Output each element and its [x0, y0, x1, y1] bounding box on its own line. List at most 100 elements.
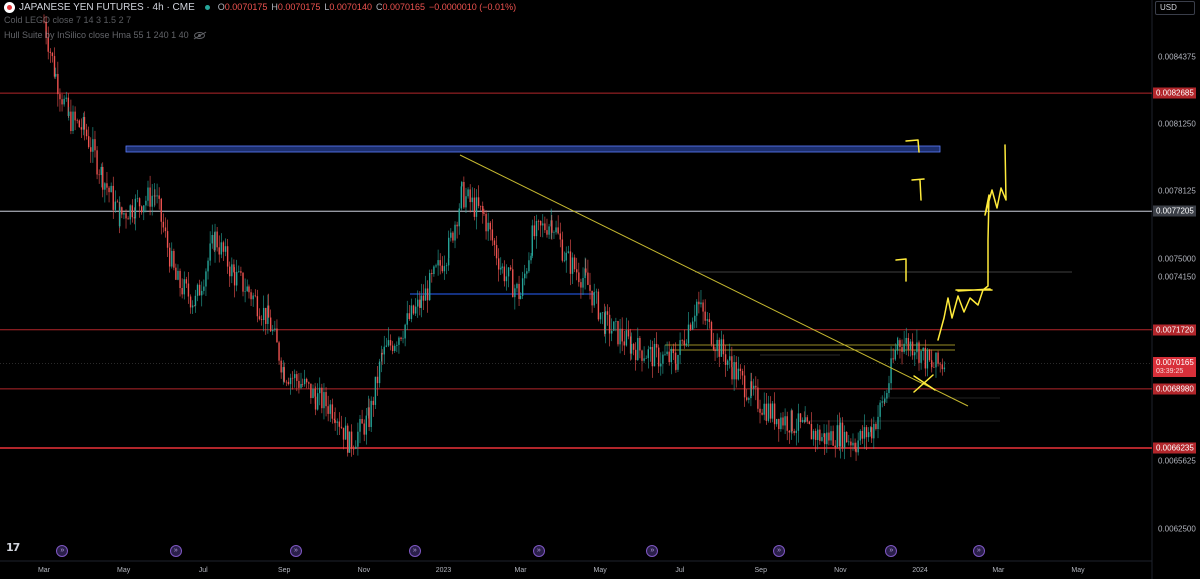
candle-body — [834, 445, 836, 448]
candle-body — [810, 423, 813, 440]
candle-body — [439, 260, 441, 266]
indicator-legend-hull[interactable]: Hull Suite by InSilico close Hma 55 1 24… — [4, 28, 205, 42]
economic-event-icon[interactable] — [773, 545, 786, 557]
candle-body — [537, 220, 540, 222]
symbol-legend[interactable]: JAPANESE YEN FUTURES · 4h · CME O 0.00701… — [4, 0, 520, 14]
ohlc-low-value: 0.0070140 — [329, 2, 372, 12]
candle-body — [477, 197, 480, 206]
candle-body — [92, 139, 94, 152]
candle-body — [72, 111, 74, 132]
candle-body — [854, 442, 856, 449]
candle-body — [755, 385, 757, 388]
candle-body — [129, 205, 131, 220]
price-level-badge: 0.0068980 — [1153, 383, 1196, 395]
price-candles — [43, 14, 946, 461]
candle-body — [300, 384, 302, 388]
candle-body — [894, 349, 896, 360]
candle-body — [338, 421, 341, 427]
candle-body — [521, 278, 524, 296]
candle-body — [685, 343, 688, 346]
candle-body — [903, 343, 905, 352]
candle-body — [254, 295, 256, 297]
candle-body — [873, 423, 875, 439]
resistance-zone[interactable] — [125, 145, 941, 153]
ohlc-close-value: 0.0070165 — [382, 2, 425, 12]
candle-body — [830, 431, 832, 441]
price-tick-label: 0.0065625 — [1158, 456, 1196, 466]
trendline-descending[interactable] — [459, 154, 969, 407]
candle-body — [559, 233, 561, 240]
price-level-badge: 0.0077205 — [1153, 205, 1196, 217]
symbol-title[interactable]: JAPANESE YEN FUTURES · 4h · CME — [19, 1, 195, 13]
candle-body — [412, 305, 415, 314]
candle-body — [100, 166, 102, 176]
indicator-legend-lego[interactable]: Cold LEGO close 7 14 3 1.5 2 7 — [4, 13, 131, 27]
candle-body — [585, 268, 587, 273]
candle-body — [565, 252, 567, 261]
candle-body — [158, 195, 160, 199]
candle-body — [767, 403, 770, 421]
candle-body — [708, 319, 711, 322]
economic-event-icon[interactable] — [169, 545, 182, 557]
candle-body — [591, 290, 593, 306]
candle-body — [528, 260, 530, 272]
candle-body — [342, 427, 345, 440]
candle-body — [674, 353, 677, 364]
time-tick-label: Jul — [675, 567, 685, 574]
price-level-badge: 0.0071720 — [1153, 324, 1196, 336]
currency-select[interactable]: USD — [1155, 1, 1195, 15]
candle-body — [729, 356, 731, 361]
ohlc-high-label: H — [271, 2, 278, 12]
candle-body — [546, 230, 548, 235]
economic-event-icon[interactable] — [885, 545, 898, 557]
candle-body — [746, 397, 748, 400]
candle-body — [726, 360, 729, 365]
candle-body — [941, 364, 943, 370]
candle-body — [485, 213, 487, 232]
candle-body — [256, 296, 259, 317]
economic-event-icon[interactable] — [972, 545, 985, 557]
time-tick-label: Sep — [277, 567, 291, 574]
candle-body — [670, 348, 672, 363]
price-level-badge: 0.0066235 — [1153, 442, 1196, 454]
candle-body — [615, 321, 617, 322]
candle-body — [45, 21, 47, 38]
candle-body — [269, 317, 272, 332]
economic-event-icon[interactable] — [532, 545, 545, 557]
candle-body — [108, 187, 110, 193]
eye-hidden-icon[interactable] — [193, 31, 205, 39]
candle-body — [806, 417, 808, 422]
candle-body — [687, 324, 690, 344]
time-tick-label: May — [117, 567, 131, 574]
candle-body — [901, 347, 903, 352]
candle-body — [935, 352, 937, 368]
candle-body — [344, 425, 347, 440]
candle-body — [316, 393, 319, 410]
candle-body — [325, 392, 327, 407]
candle-body — [196, 284, 199, 296]
candle-body — [531, 225, 533, 256]
candle-body — [503, 266, 506, 282]
sketch-mark-3 — [895, 258, 907, 282]
candle-body — [604, 311, 607, 334]
annotation-drawings[interactable] — [895, 139, 1007, 393]
candle-body — [78, 120, 81, 128]
candle-body — [610, 330, 613, 334]
candle-body — [584, 268, 586, 279]
candle-body — [539, 221, 542, 226]
candle-body — [136, 198, 139, 199]
candle-body — [519, 295, 522, 299]
candle-body — [53, 56, 56, 77]
economic-event-icon[interactable] — [408, 545, 421, 557]
ohlc-low-label: L — [324, 2, 330, 12]
economic-event-icon[interactable] — [56, 545, 69, 557]
candle-body — [127, 218, 129, 220]
economic-event-icon[interactable] — [646, 545, 659, 557]
candle-body — [871, 427, 873, 439]
economic-event-icon[interactable] — [289, 545, 302, 557]
candle-body — [49, 51, 51, 53]
candle-body — [845, 431, 848, 443]
tradingview-logo[interactable]: 17 — [6, 541, 20, 554]
candle-body — [207, 260, 209, 272]
